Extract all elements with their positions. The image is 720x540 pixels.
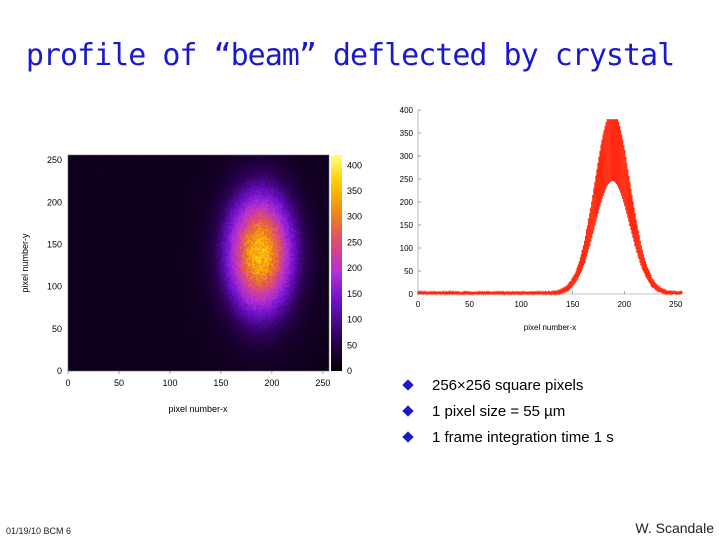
histogram-x-tick-label: 50 bbox=[465, 300, 474, 309]
histogram-y-tick-label: 400 bbox=[400, 106, 414, 115]
heatmap-x-label: pixel number-x bbox=[168, 404, 228, 414]
diamond-bullet-icon bbox=[402, 379, 414, 391]
heatmap-y-label: pixel number-y bbox=[20, 233, 30, 293]
bullet-text: 1 frame integration time 1 s bbox=[432, 428, 614, 446]
bullet-text: 1 pixel size = 55 µm bbox=[432, 402, 566, 420]
colorbar-ticks: 0 50 100 150 200 250 300 350 400 bbox=[347, 160, 362, 376]
heatmap-y-tick-label: 250 bbox=[47, 155, 62, 165]
histogram-point bbox=[636, 229, 640, 233]
histogram-point bbox=[593, 221, 597, 225]
histogram-y-tick-label: 350 bbox=[400, 129, 414, 138]
histogram-point bbox=[646, 270, 650, 274]
histogram-chart: 0 50 100 150 200 250 0 50 100 150 200 250 300 350 400… bbox=[400, 106, 683, 332]
histogram-points bbox=[417, 119, 683, 296]
bullet-item: 256×256 square pixels bbox=[400, 372, 614, 398]
bullet-item: 1 frame integration time 1 s bbox=[400, 424, 614, 450]
heatmap-y-tick-label: 100 bbox=[47, 282, 62, 292]
heatmap-chart: 0 50 100 150 200 250 0 50 100 150 200 250 0 50 100 15… bbox=[20, 154, 362, 414]
colorbar-tick-label: 300 bbox=[347, 212, 362, 222]
heatmap-x-tick-label: 150 bbox=[213, 378, 228, 388]
heatmap-x-tick-label: 50 bbox=[114, 378, 124, 388]
histogram-point bbox=[649, 274, 653, 278]
colorbar-tick-label: 150 bbox=[347, 289, 362, 299]
histogram-point bbox=[634, 222, 638, 226]
heatmap-x-tick-label: 250 bbox=[315, 378, 330, 388]
histogram-x-tick-label: 0 bbox=[416, 300, 421, 309]
colorbar-tick-label: 100 bbox=[347, 315, 362, 325]
histogram-x-tick-label: 150 bbox=[566, 300, 580, 309]
histogram-point bbox=[575, 277, 579, 281]
histogram-point bbox=[596, 210, 600, 214]
heatmap-plot-area bbox=[67, 154, 330, 372]
diamond-bullet-icon bbox=[402, 431, 414, 443]
histogram-y-tick-label: 250 bbox=[400, 175, 414, 184]
histogram-x-label: pixel number-x bbox=[524, 323, 576, 332]
heatmap-x-tick-label: 100 bbox=[162, 378, 177, 388]
histogram-y-tick-label: 50 bbox=[404, 267, 413, 276]
histogram-y-tick-label: 300 bbox=[400, 152, 414, 161]
histogram-x-ticks: 0 50 100 150 200 250 bbox=[416, 291, 683, 309]
histogram-point bbox=[583, 261, 587, 265]
histogram-point bbox=[563, 290, 567, 294]
histogram-y-ticks: 0 50 100 150 200 250 300 350 400 bbox=[400, 106, 421, 299]
colorbar-tick-label: 350 bbox=[347, 186, 362, 196]
histogram-point bbox=[637, 234, 641, 238]
histogram-point bbox=[579, 268, 583, 272]
histogram-point bbox=[633, 212, 637, 216]
bullet-item: 1 pixel size = 55 µm bbox=[400, 398, 614, 424]
heatmap-x-ticks: 0 50 100 150 200 250 bbox=[65, 371, 330, 388]
colorbar-tick-label: 200 bbox=[347, 263, 362, 273]
footer-date: 01/19/10 BCM 6 bbox=[6, 526, 72, 536]
heatmap-y-tick-label: 50 bbox=[52, 324, 62, 334]
diamond-bullet-icon bbox=[402, 405, 414, 417]
histogram-point bbox=[628, 184, 632, 188]
heatmap-y-tick-label: 200 bbox=[47, 197, 62, 207]
histogram-point bbox=[655, 283, 659, 287]
histogram-y-tick-label: 150 bbox=[400, 221, 414, 230]
histogram-x-tick-label: 100 bbox=[514, 300, 528, 309]
heatmap-image bbox=[68, 155, 329, 371]
heatmap-x-tick-label: 200 bbox=[264, 378, 279, 388]
colorbar-tick-label: 50 bbox=[347, 340, 357, 350]
heatmap-y-tick-label: 0 bbox=[57, 366, 62, 376]
histogram-y-tick-label: 200 bbox=[400, 198, 414, 207]
histogram-y-tick-label: 100 bbox=[400, 244, 414, 253]
colorbar bbox=[331, 155, 342, 371]
histogram-y-tick-label: 0 bbox=[409, 290, 414, 299]
histogram-point bbox=[607, 180, 611, 184]
histogram-x-tick-label: 200 bbox=[618, 300, 632, 309]
histogram-point bbox=[589, 239, 593, 243]
footer-author: W. Scandale bbox=[635, 520, 714, 536]
heatmap-frame bbox=[67, 154, 330, 372]
heatmap-y-tick-label: 150 bbox=[47, 239, 62, 249]
bullet-list: 256×256 square pixels 1 pixel size = 55 … bbox=[400, 372, 614, 450]
colorbar-tick-label: 400 bbox=[347, 160, 362, 170]
slide-title: profile of “beam” deflected by crystal bbox=[25, 38, 675, 73]
histogram-point bbox=[578, 270, 582, 274]
histogram-point bbox=[648, 271, 652, 275]
histogram-point bbox=[591, 229, 595, 233]
bullet-text: 256×256 square pixels bbox=[432, 376, 584, 394]
histogram-point bbox=[624, 156, 628, 160]
heatmap-y-ticks: 0 50 100 150 200 250 bbox=[47, 155, 62, 376]
histogram-point bbox=[652, 279, 656, 283]
histogram-point bbox=[679, 290, 683, 294]
histogram-x-tick-label: 250 bbox=[669, 300, 683, 309]
colorbar-tick-label: 0 bbox=[347, 366, 352, 376]
colorbar-tick-label: 250 bbox=[347, 237, 362, 247]
histogram-point bbox=[588, 243, 592, 247]
heatmap-x-tick-label: 0 bbox=[65, 378, 70, 388]
histogram-point bbox=[623, 149, 627, 153]
